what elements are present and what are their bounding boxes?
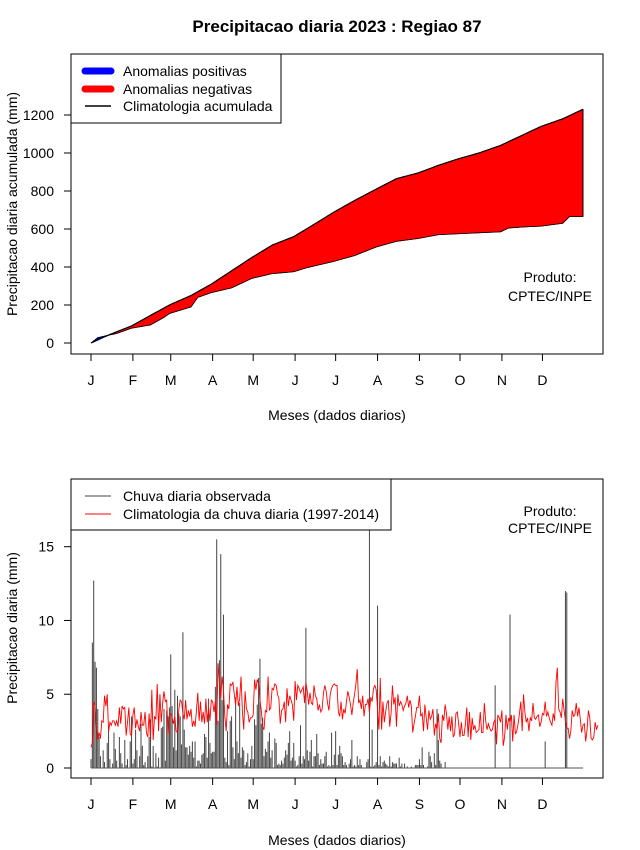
x-tick-label: S xyxy=(415,796,424,812)
x-tick-label: O xyxy=(455,372,466,388)
x-tick-label: J xyxy=(332,372,339,388)
y-ticks-bottom: 0 5 10 15 xyxy=(38,539,71,776)
climatology-cumulative-line xyxy=(90,108,584,344)
chart-title: Precipitacao diaria 2023 : Regiao 87 xyxy=(192,17,481,36)
x-tick-label: J xyxy=(88,372,95,388)
y-tick-label: 0 xyxy=(46,335,54,351)
credit-line-1-bottom: Produto: xyxy=(524,503,577,519)
x-tick-label: S xyxy=(415,372,424,388)
y-tick-label: 1200 xyxy=(23,107,54,123)
y-tick-label: 15 xyxy=(38,539,54,555)
y-tick-label: 200 xyxy=(31,297,55,313)
legend-label-positive: Anomalias positivas xyxy=(123,63,247,79)
credit-line-2-top: CPTEC/INPE xyxy=(508,288,592,304)
y-tick-label: 400 xyxy=(31,259,55,275)
legend-box-bottom xyxy=(70,478,392,531)
x-tick-label: M xyxy=(165,372,177,388)
x-tick-label: J xyxy=(88,796,95,812)
x-tick-label: M xyxy=(165,796,177,812)
x-axis-label-top: Meses (dados diarios) xyxy=(268,407,406,423)
y-tick-label: 5 xyxy=(46,686,54,702)
x-tick-label: N xyxy=(497,372,507,388)
y-tick-label: 10 xyxy=(38,612,54,628)
y-axis-label-bottom: Precipitacao diaria (mm) xyxy=(4,552,20,704)
daily-lines xyxy=(90,663,599,769)
legend-label-negative: Anomalias negativas xyxy=(123,81,252,97)
y-ticks-top: 0 200 400 600 800 1000 1200 xyxy=(23,107,71,351)
x-tick-label: A xyxy=(373,796,383,812)
x-axis-label-bottom: Meses (dados diarios) xyxy=(268,832,406,848)
observed-cumulative-line xyxy=(90,216,583,344)
x-tick-label: D xyxy=(537,372,547,388)
daily-climatology-line xyxy=(90,663,599,748)
x-tick-label: F xyxy=(129,796,138,812)
y-tick-label: 600 xyxy=(31,221,55,237)
credit-line-2-bottom: CPTEC/INPE xyxy=(508,520,592,536)
x-tick-label: J xyxy=(332,796,339,812)
cumulative-chart: 0 200 400 600 800 1000 1200 J F M A M J J A S O N D Preci… xyxy=(4,53,604,423)
y-axis-label-top: Precipitacao diaria acumulada (mm) xyxy=(4,92,20,316)
legend-label-climatology-daily: Climatologia da chuva diaria (1997-2014) xyxy=(123,506,379,522)
x-tick-label: D xyxy=(537,796,547,812)
legend-top: Anomalias positivas Anomalias negativas … xyxy=(70,53,282,124)
x-tick-label: J xyxy=(292,796,299,812)
y-tick-label: 0 xyxy=(46,760,54,776)
x-tick-label: F xyxy=(129,372,138,388)
y-tick-label: 1000 xyxy=(23,145,54,161)
daily-chart: 0 5 10 15 J F M A M J J A S O N D Precipitacao diaria … xyxy=(4,478,604,848)
x-tick-label: J xyxy=(292,372,299,388)
legend-label-observed: Chuva diaria observada xyxy=(123,488,271,504)
legend-label-climatology: Climatologia acumulada xyxy=(123,98,273,114)
x-tick-label: M xyxy=(247,372,259,388)
x-tick-label: N xyxy=(497,796,507,812)
credit-line-1-top: Produto: xyxy=(524,269,577,285)
y-tick-label: 800 xyxy=(31,183,55,199)
x-tick-label: A xyxy=(208,796,218,812)
x-tick-label: O xyxy=(455,796,466,812)
plot-box-top xyxy=(70,53,604,355)
legend-bottom: Chuva diaria observada Climatologia da c… xyxy=(70,478,392,531)
x-tick-label: A xyxy=(373,372,383,388)
x-tick-label: A xyxy=(208,372,218,388)
x-tick-label: M xyxy=(247,796,259,812)
cumulative-lines xyxy=(90,108,584,344)
